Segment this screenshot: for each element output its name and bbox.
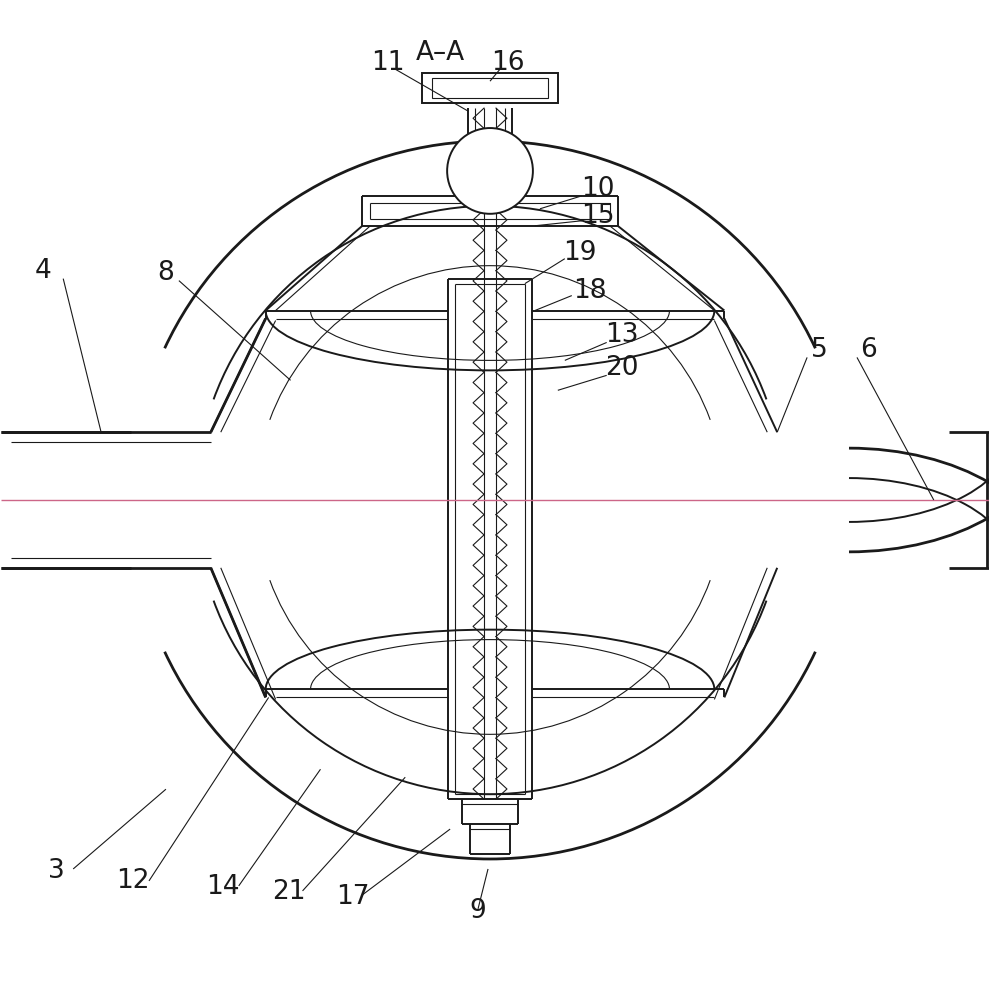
Text: 19: 19 <box>563 240 597 266</box>
Text: 17: 17 <box>336 884 369 910</box>
Text: 6: 6 <box>860 337 877 363</box>
Text: 4: 4 <box>35 258 51 284</box>
Circle shape <box>447 128 533 214</box>
Bar <box>433 78 547 98</box>
Text: 11: 11 <box>371 50 405 76</box>
Text: 12: 12 <box>116 868 149 894</box>
Text: 3: 3 <box>48 858 64 884</box>
Text: A–A: A–A <box>416 40 464 66</box>
Text: 13: 13 <box>605 322 639 348</box>
Text: 16: 16 <box>491 50 525 76</box>
Bar <box>422 73 557 103</box>
Text: 15: 15 <box>581 203 615 229</box>
Text: 9: 9 <box>469 898 486 924</box>
Text: 21: 21 <box>272 879 305 905</box>
Text: 8: 8 <box>157 260 174 286</box>
Text: 10: 10 <box>581 176 615 202</box>
Text: 20: 20 <box>605 355 639 381</box>
Text: 18: 18 <box>573 278 607 304</box>
Text: 14: 14 <box>206 874 240 900</box>
Text: 5: 5 <box>811 337 828 363</box>
